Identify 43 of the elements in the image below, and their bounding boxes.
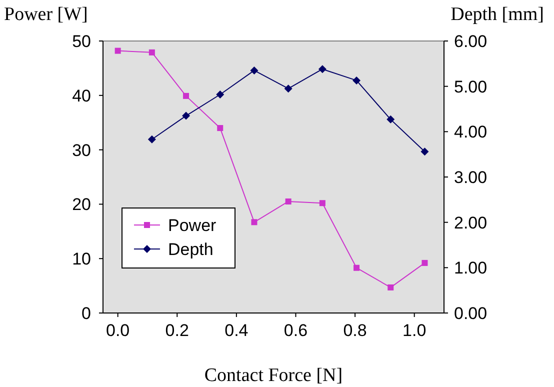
y-axis-title: Power [W]: [4, 4, 88, 25]
point: [148, 49, 155, 56]
x-tick-label: 0.8: [343, 321, 367, 340]
y2-tick-label: 6.00: [454, 32, 488, 51]
point: [319, 200, 326, 206]
y2-tick-label: 5.00: [454, 77, 488, 96]
y2-tick-label: 1.00: [454, 258, 488, 278]
x-tick-label: 0.6: [284, 321, 308, 340]
y-tick-label: 0: [82, 304, 91, 323]
y-tick-label: 40: [72, 86, 91, 106]
point: [352, 76, 361, 84]
y2-tick-label: 2.00: [454, 213, 488, 232]
point: [182, 112, 190, 120]
point: [285, 198, 292, 204]
x-tick-label: 1.0: [402, 321, 426, 340]
y2-tick-label: 3.00: [454, 168, 488, 187]
point: [217, 125, 224, 132]
y-tick-label: 10: [72, 250, 91, 269]
y2-tick-label: 0.00: [454, 304, 488, 323]
x-tick-label: 0.2: [165, 321, 189, 340]
legend-label: Power: [168, 216, 217, 235]
point: [388, 284, 394, 290]
x-tick-label: 0.0: [106, 321, 130, 340]
y2-tick-label: 4.00: [454, 122, 488, 142]
point: [183, 92, 190, 99]
point: [420, 148, 429, 156]
point: [251, 219, 258, 226]
y-tick-label: 30: [72, 140, 91, 160]
point: [284, 84, 292, 93]
x-tick-label: 0.4: [224, 321, 248, 340]
y2-axis-title: Depth [mm]: [450, 4, 544, 25]
x-axis-title: Contact Force [N]: [204, 365, 343, 386]
point: [250, 66, 258, 74]
y-tick-label: 50: [72, 32, 91, 51]
point: [422, 260, 428, 266]
point: [148, 135, 156, 144]
point: [386, 115, 395, 124]
legend-label: Depth: [168, 240, 214, 259]
point: [114, 48, 121, 54]
point: [354, 264, 360, 271]
point: [318, 65, 326, 74]
point: [216, 90, 224, 98]
y-tick-label: 20: [72, 195, 91, 214]
